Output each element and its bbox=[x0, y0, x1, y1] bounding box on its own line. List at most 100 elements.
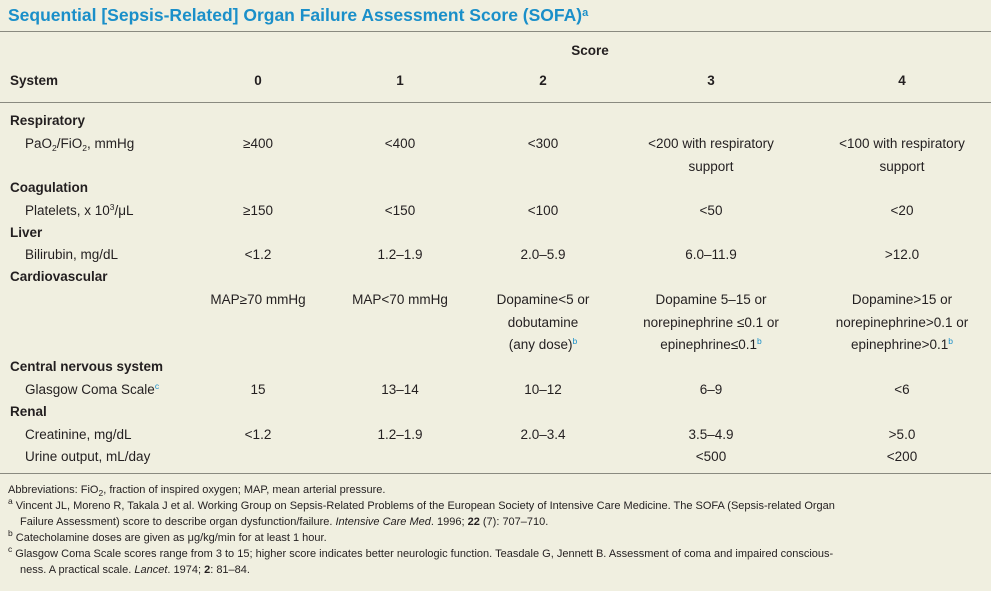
coagulation-score-4: <20 bbox=[890, 203, 914, 218]
respiratory-score-0: ≥400 bbox=[243, 136, 273, 151]
param-bilirubin: Bilirubin, mg/dL bbox=[25, 247, 119, 262]
cardiovascular-score-0: MAP≥70 mmHg bbox=[210, 292, 306, 307]
column-header-2: 2 bbox=[539, 73, 547, 88]
footnote-mark: b bbox=[8, 528, 13, 538]
liver-score-0: <1.2 bbox=[244, 247, 272, 262]
footnote-mark: c bbox=[8, 544, 13, 554]
footnote-b: b Catecholamine doses are given as μg/kg… bbox=[8, 528, 327, 547]
footnote-text: Catecholamine doses are given as μg/kg/m… bbox=[12, 532, 327, 544]
footnote-text: Abbreviations: FiO bbox=[8, 484, 99, 496]
footnote-text: Failure Assessment) score to describe or… bbox=[20, 516, 336, 528]
footnote-text: (7): 707–710. bbox=[479, 516, 549, 528]
param-gcs: Glasgow Coma Scalec bbox=[25, 379, 159, 401]
system-respiratory: Respiratory bbox=[10, 113, 86, 128]
liver-score-4: >12.0 bbox=[884, 247, 920, 262]
footnote-text: Glasgow Coma Scale scores range from 3 t… bbox=[12, 548, 834, 560]
footnote-c: c Glasgow Coma Scale scores range from 3… bbox=[8, 544, 834, 563]
footnote-mark: a bbox=[8, 496, 13, 506]
column-header-1: 1 bbox=[396, 73, 404, 88]
system-cardiovascular: Cardiovascular bbox=[10, 269, 108, 284]
column-header-3: 3 bbox=[707, 73, 715, 88]
coagulation-score-3: <50 bbox=[699, 203, 723, 218]
score-header: Score bbox=[571, 43, 609, 58]
footnote-mark: b bbox=[948, 336, 953, 346]
liver-score-1: 1.2–1.9 bbox=[377, 247, 423, 262]
cell-text: (any dose) bbox=[508, 337, 573, 352]
bottom-rule bbox=[0, 473, 991, 474]
header-rule bbox=[0, 102, 991, 103]
cell-text: epinephrine>0.1 bbox=[851, 337, 949, 352]
system-liver: Liver bbox=[10, 225, 43, 240]
footnote-text: . 1996; bbox=[430, 516, 468, 528]
creatinine-score-4: >5.0 bbox=[888, 427, 916, 442]
journal-name: Intensive Care Med bbox=[335, 516, 431, 528]
coagulation-score-1: <150 bbox=[384, 203, 416, 218]
footnote-text: , fraction of inspired oxygen; MAP, mean… bbox=[103, 484, 386, 496]
footnote-c-continued: ness. A practical scale. Lancet. 1974; 2… bbox=[20, 563, 250, 579]
creatinine-score-3: 3.5–4.9 bbox=[688, 427, 734, 442]
column-header-0: 0 bbox=[254, 73, 262, 88]
cell-line: <100 with respiratory bbox=[839, 136, 965, 151]
column-header-system: System bbox=[10, 73, 59, 88]
respiratory-score-4: <100 with respiratory support bbox=[839, 133, 965, 178]
param-creatinine: Creatinine, mg/dL bbox=[25, 427, 132, 442]
liver-score-3: 6.0–11.9 bbox=[685, 247, 737, 262]
param-subscript: 2 bbox=[52, 143, 57, 153]
journal-volume: 22 bbox=[467, 516, 480, 528]
cns-score-3: 6–9 bbox=[699, 382, 723, 397]
cardiovascular-score-4: Dopamine>15 or norepinephrine>0.1 or epine… bbox=[836, 289, 968, 357]
cell-line: epinephrine≤0.1b bbox=[643, 334, 779, 357]
cell-line: Dopamine<5 or bbox=[496, 292, 590, 307]
param-text: , mmHg bbox=[86, 136, 135, 151]
param-pao2-fio2: PaO2/FiO2, mmHg bbox=[25, 133, 134, 155]
param-text: /FiO bbox=[56, 136, 83, 151]
cardiovascular-score-2: Dopamine<5 or dobutamine (any dose)b bbox=[497, 289, 590, 357]
respiratory-score-1: <400 bbox=[384, 136, 416, 151]
param-platelets: Platelets, x 103/μL bbox=[25, 200, 134, 222]
footnote-abbreviations: Abbreviations: FiO2, fraction of inspire… bbox=[8, 483, 386, 499]
column-header-4: 4 bbox=[898, 73, 906, 88]
footnote-text: ness. A practical scale. bbox=[20, 564, 135, 576]
param-text: Platelets, x 10 bbox=[25, 203, 110, 218]
system-coagulation: Coagulation bbox=[10, 180, 88, 195]
cell-line: epinephrine>0.1b bbox=[836, 334, 968, 357]
footnote-text: : 81–84. bbox=[210, 564, 250, 576]
footnote-subscript: 2 bbox=[98, 488, 104, 498]
param-text: PaO bbox=[25, 136, 53, 151]
cell-text: epinephrine≤0.1 bbox=[660, 337, 758, 352]
table-title: Sequential [Sepsis-Related] Organ Failur… bbox=[8, 5, 588, 26]
title-text: Sequential [Sepsis-Related] Organ Failur… bbox=[8, 5, 583, 25]
cns-score-1: 13–14 bbox=[381, 382, 419, 397]
urine-score-3: <500 bbox=[695, 449, 727, 464]
footnote-mark: b bbox=[757, 336, 762, 346]
cell-line: Dopamine>15 or bbox=[851, 292, 953, 307]
cell-line: support bbox=[688, 158, 734, 174]
journal-volume: 2 bbox=[204, 564, 211, 576]
cns-score-0: 15 bbox=[250, 382, 266, 397]
param-superscript: 3 bbox=[109, 202, 115, 212]
cell-line: dobutamine bbox=[507, 314, 579, 330]
system-renal: Renal bbox=[10, 404, 47, 419]
cardiovascular-score-3: Dopamine 5–15 or norepinephrine ≤0.1 or ep… bbox=[643, 289, 779, 357]
coagulation-score-2: <100 bbox=[527, 203, 559, 218]
footnote-mark: b bbox=[572, 336, 578, 346]
cell-line: norepinephrine>0.1 or bbox=[835, 314, 969, 330]
top-rule bbox=[0, 31, 991, 32]
param-urine-output: Urine output, mL/day bbox=[25, 449, 151, 464]
param-subscript: 2 bbox=[82, 143, 87, 153]
cell-line: support bbox=[879, 158, 925, 174]
system-cns: Central nervous system bbox=[10, 359, 164, 374]
coagulation-score-0: ≥150 bbox=[243, 203, 273, 218]
respiratory-score-2: <300 bbox=[527, 136, 559, 151]
cns-score-4: <6 bbox=[894, 382, 910, 397]
title-footnote-mark: a bbox=[582, 7, 589, 19]
cell-line: Dopamine 5–15 or bbox=[655, 292, 767, 307]
cns-score-2: 10–12 bbox=[524, 382, 562, 397]
param-text: Glasgow Coma Scale bbox=[25, 382, 155, 397]
respiratory-score-3: <200 with respiratory support bbox=[648, 133, 774, 178]
creatinine-score-2: 2.0–3.4 bbox=[520, 427, 566, 442]
liver-score-2: 2.0–5.9 bbox=[520, 247, 566, 262]
footnote-a: a Vincent JL, Moreno R, Takala J et al. … bbox=[8, 496, 835, 515]
footnote-mark: c bbox=[154, 381, 160, 391]
creatinine-score-0: <1.2 bbox=[244, 427, 272, 442]
